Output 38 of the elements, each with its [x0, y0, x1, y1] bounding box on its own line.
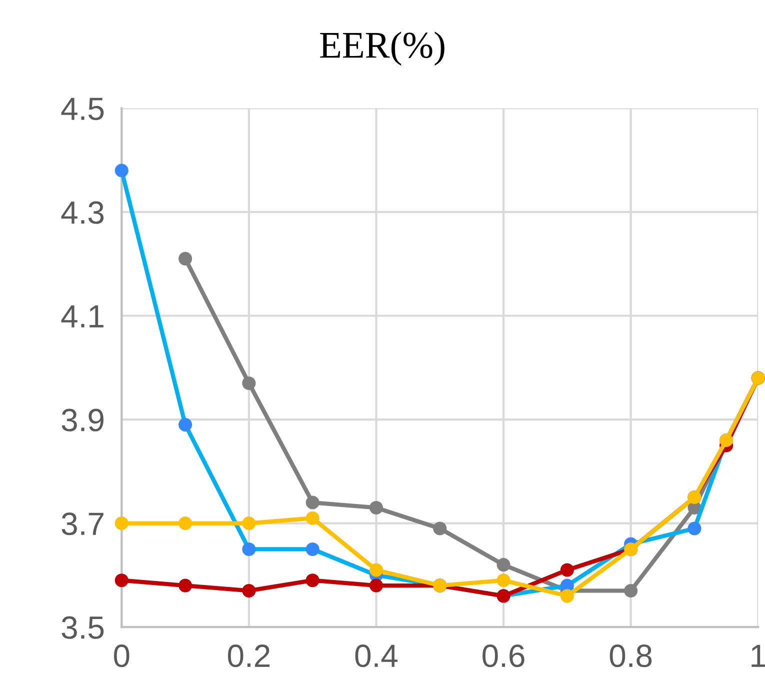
point: [624, 584, 638, 598]
y-tick-label: 3.5: [62, 616, 104, 639]
point: [688, 522, 702, 536]
point: [242, 516, 256, 530]
point: [242, 376, 256, 390]
y-tick-label: 4.5: [61, 98, 104, 120]
point: [242, 542, 256, 556]
point: [496, 574, 510, 588]
x-tick-label: 0.4: [355, 644, 398, 668]
point: [306, 511, 320, 525]
point: [560, 563, 574, 577]
point: [114, 574, 128, 588]
y-tick-label: 3.9: [62, 408, 104, 432]
point: [369, 500, 383, 514]
point: [306, 542, 320, 556]
point: [114, 516, 128, 530]
point: [178, 578, 192, 592]
point: [178, 418, 192, 432]
point: [369, 578, 383, 592]
point: [178, 252, 192, 266]
point: [369, 563, 383, 577]
point: [433, 522, 447, 536]
point: [178, 516, 192, 530]
point: [496, 558, 510, 572]
point: [114, 164, 128, 178]
y-tick-label: 3.7: [62, 512, 104, 536]
x-tick-label: 1: [752, 644, 765, 667]
x-tick-label: 0.2: [228, 644, 270, 668]
point: [560, 589, 574, 603]
x-tick-label: 0.8: [610, 644, 652, 668]
y-tick-label: 4.1: [61, 305, 104, 328]
chart-title: EER(%): [320, 32, 444, 66]
x-tick-label: 0.6: [482, 644, 524, 668]
x-tick-label: 0: [114, 644, 130, 668]
point: [242, 584, 256, 598]
point: [306, 574, 320, 588]
point: [306, 496, 320, 510]
y-tick-label: 4.3: [61, 201, 104, 224]
